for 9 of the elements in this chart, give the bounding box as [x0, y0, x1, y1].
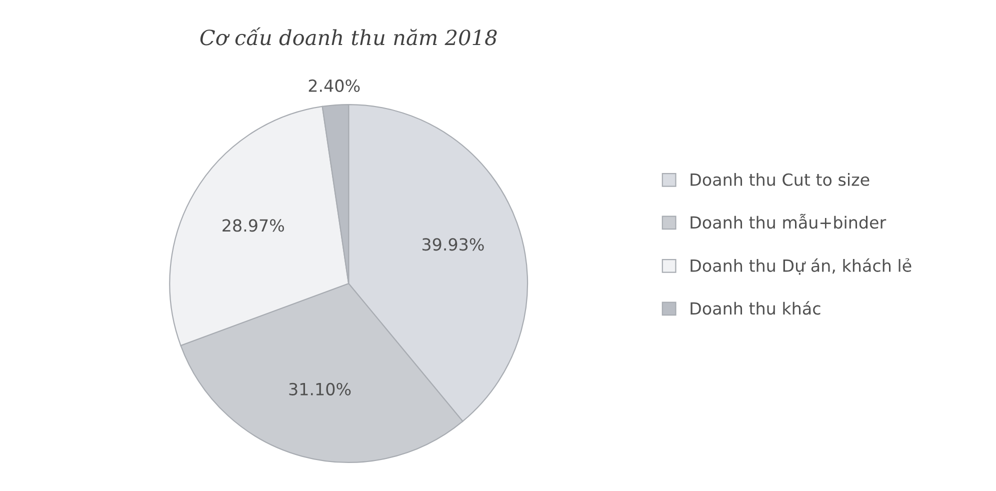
data-label: 28.97%: [222, 219, 284, 232]
legend-label: Doanh thu Dự án, khách lẻ: [690, 258, 912, 275]
legend-label: Doanh thu Cut to size: [690, 173, 870, 186]
data-label: 39.93%: [422, 238, 484, 251]
legend-label: Doanh thu khác: [690, 301, 820, 315]
data-label: 31.10%: [289, 382, 351, 396]
data-label: 2.40%: [308, 79, 360, 92]
legend-label: Doanh thu mẫu+binder: [690, 214, 886, 229]
chart-title: Cơ cấu doanh thu năm 2018: [200, 27, 497, 46]
